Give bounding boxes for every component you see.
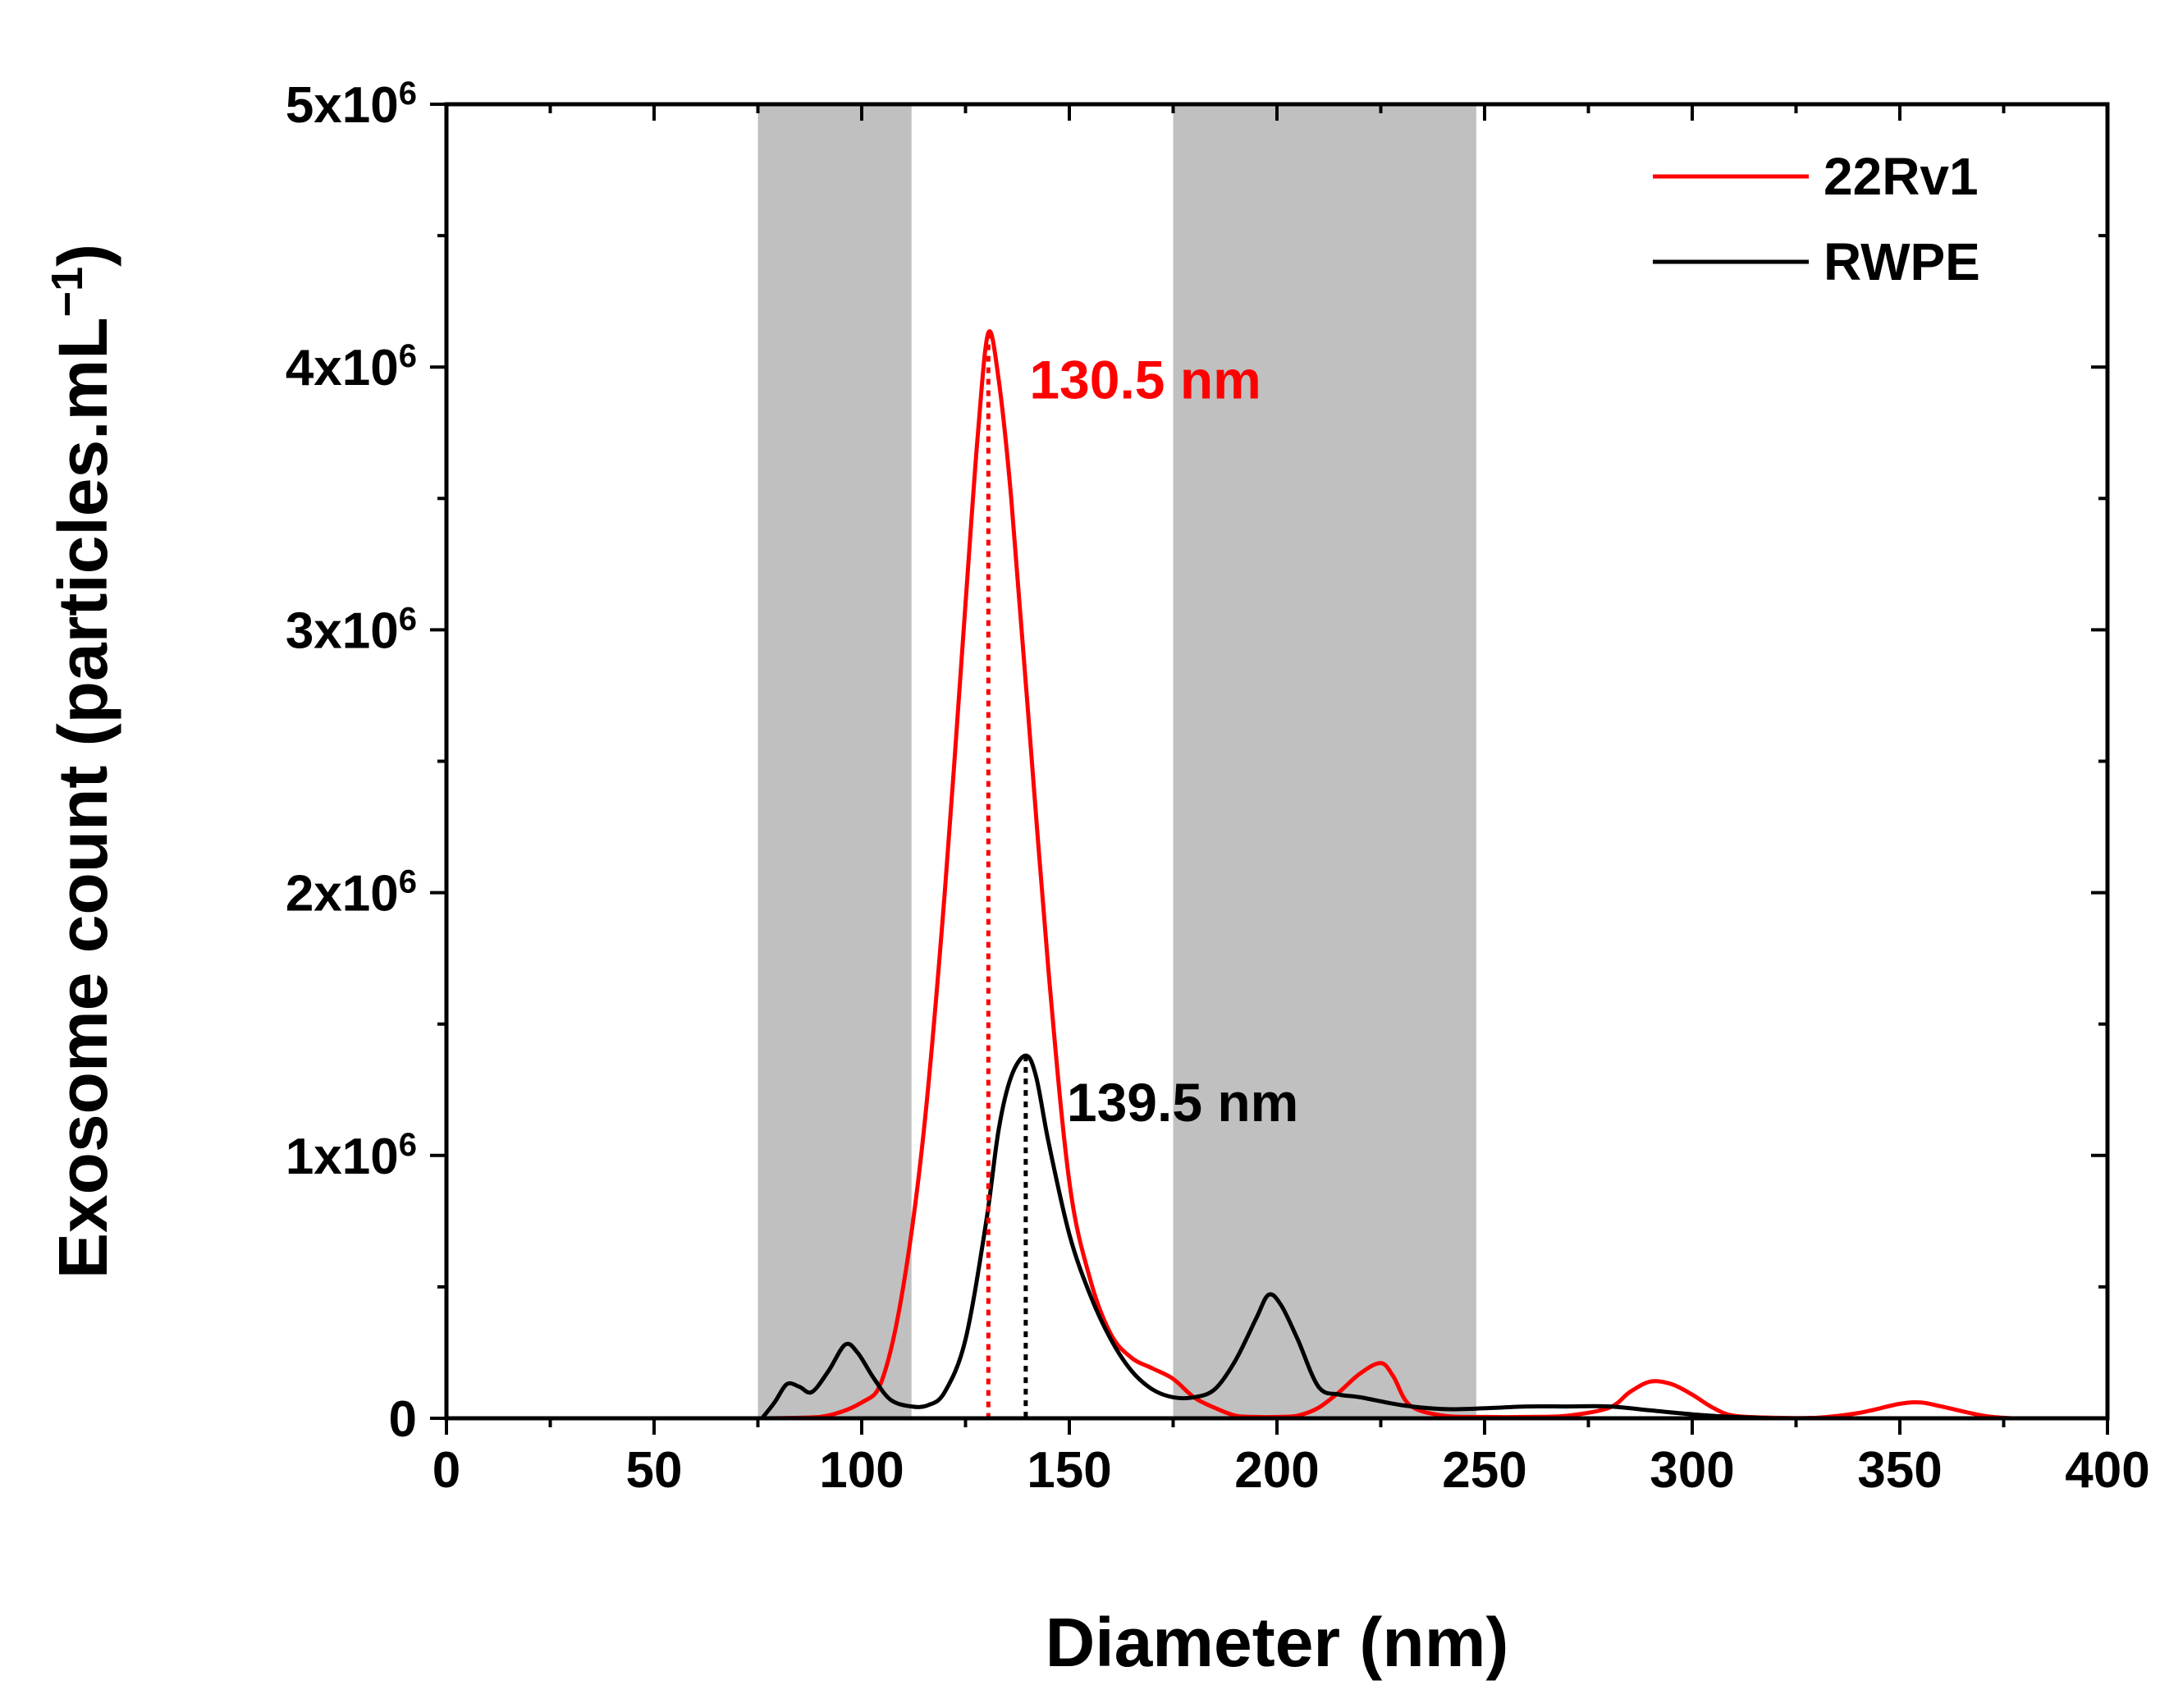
x-axis-title: Diameter (nm) (1046, 1604, 1509, 1681)
series-line-rwpe (760, 1053, 1776, 1421)
y-tick-label: 1x106 (286, 1127, 417, 1185)
y-tick-label: 2x106 (286, 864, 417, 923)
shaded-band-1 (757, 104, 912, 1418)
y-axis-title: Exosome count (particles.mL−1) (43, 244, 121, 1279)
x-tick-labels: 0 50 100 150 200 250 300 350 400 (432, 1442, 2150, 1499)
y-axis-title-main: Exosome count (particles.mL (44, 317, 121, 1279)
x-tick-label: 100 (819, 1442, 904, 1499)
x-tick-label: 300 (1650, 1442, 1734, 1499)
peak-annotations: 130.5 nm 139.5 nm (986, 332, 1299, 1418)
legend-label-22rv1: 22Rv1 (1824, 147, 1979, 206)
y-axis-title-close: ) (44, 244, 121, 267)
series-lines (760, 329, 2012, 1421)
x-tick-label: 350 (1857, 1442, 1942, 1499)
shaded-bands (757, 104, 1476, 1418)
y-tick-labels: 0 1x106 2x106 3x106 4x106 5x106 (286, 76, 417, 1448)
series-line-22rv1 (762, 329, 2012, 1421)
peak-label-1: 130.5 nm (1029, 350, 1261, 410)
x-tick-label: 50 (626, 1442, 683, 1499)
y-tick-label: 0 (389, 1391, 417, 1448)
x-tick-label: 400 (2065, 1442, 2149, 1499)
legend: 22Rv1 RWPE (1653, 147, 1980, 291)
y-tick-label: 5x106 (286, 76, 417, 134)
peak-label-2: 139.5 nm (1067, 1072, 1299, 1133)
legend-label-rwpe: RWPE (1824, 232, 1980, 291)
shaded-band-2 (1173, 104, 1476, 1418)
x-tick-label: 0 (432, 1442, 460, 1499)
y-tick-label: 3x106 (286, 601, 417, 659)
x-tick-label: 200 (1234, 1442, 1319, 1499)
y-tick-label: 4x106 (286, 338, 417, 396)
axis-ticks (430, 103, 2109, 1435)
x-tick-label: 150 (1027, 1442, 1111, 1499)
y-axis-title-superscript: −1 (43, 267, 92, 318)
x-tick-label: 250 (1442, 1442, 1526, 1499)
